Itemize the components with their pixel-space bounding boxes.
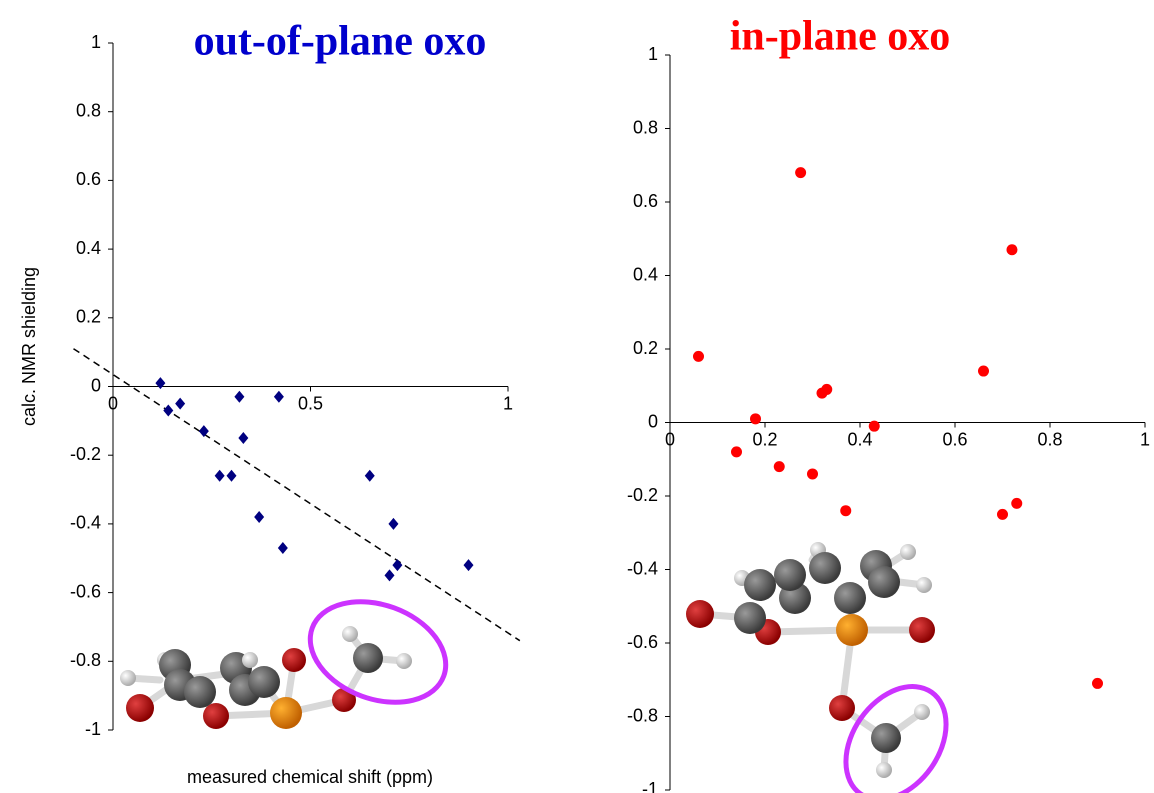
- data-point: [155, 377, 165, 389]
- y-tick-label: -0.6: [627, 632, 658, 652]
- y-tick-label: 0: [648, 411, 658, 431]
- molecule-image: [120, 584, 460, 729]
- y-tick-label: 1: [648, 44, 658, 64]
- page: out-of-plane oxo measured chemical shift …: [0, 0, 1154, 793]
- data-point: [693, 351, 704, 362]
- data-point: [365, 470, 375, 482]
- data-point: [978, 366, 989, 377]
- data-point: [1092, 678, 1103, 689]
- y-tick-label: -0.8: [627, 705, 658, 725]
- data-point: [807, 468, 818, 479]
- data-point: [274, 391, 284, 403]
- y-tick-label: -0.2: [627, 485, 658, 505]
- y-tick-label: 0.8: [633, 117, 658, 137]
- data-point: [750, 413, 761, 424]
- chart-title: out-of-plane oxo: [194, 19, 487, 65]
- data-point: [254, 511, 264, 523]
- x-tick-label: 0.8: [1037, 429, 1062, 449]
- data-point: [392, 559, 402, 571]
- chart-title: in-plane oxo: [730, 14, 951, 60]
- data-point: [795, 167, 806, 178]
- y-axis-label: calc. NMR shielding: [19, 267, 39, 426]
- molecule-image: [686, 542, 967, 793]
- x-axis-label: measured chemical shift (ppm): [187, 767, 433, 787]
- y-tick-label: 0.6: [633, 191, 658, 211]
- data-point: [278, 542, 288, 554]
- y-tick-label: 0.4: [76, 238, 101, 258]
- data-point: [199, 425, 209, 437]
- data-point: [227, 470, 237, 482]
- x-tick-label: 1: [503, 393, 513, 413]
- y-tick-label: -0.6: [70, 581, 101, 601]
- data-point: [163, 405, 173, 417]
- data-point: [215, 470, 225, 482]
- data-point: [821, 384, 832, 395]
- y-tick-label: -0.2: [70, 444, 101, 464]
- y-tick-label: -0.4: [70, 513, 101, 533]
- y-tick-label: 1: [91, 32, 101, 52]
- data-point: [464, 559, 474, 571]
- data-point: [869, 421, 880, 432]
- y-tick-label: 0.6: [76, 169, 101, 189]
- data-point: [175, 398, 185, 410]
- x-tick-label: 0.4: [847, 429, 872, 449]
- data-point: [997, 509, 1008, 520]
- y-tick-label: -1: [85, 719, 101, 739]
- data-point: [840, 505, 851, 516]
- data-point: [234, 391, 244, 403]
- x-tick-label: 0: [108, 393, 118, 413]
- y-tick-label: 0.8: [76, 100, 101, 120]
- y-tick-label: -0.8: [70, 650, 101, 670]
- y-tick-label: 0.4: [633, 264, 658, 284]
- data-point: [385, 569, 395, 581]
- y-tick-label: 0.2: [76, 307, 101, 327]
- x-tick-label: 0.5: [298, 393, 323, 413]
- x-tick-label: 1: [1140, 429, 1150, 449]
- y-tick-label: -0.4: [627, 558, 658, 578]
- data-point: [388, 518, 398, 530]
- x-tick-label: 0.6: [942, 429, 967, 449]
- x-tick-label: 0.2: [752, 429, 777, 449]
- trendline: [74, 349, 520, 641]
- y-tick-label: -1: [642, 779, 658, 793]
- data-point: [731, 446, 742, 457]
- data-point: [1007, 244, 1018, 255]
- data-point: [238, 432, 248, 444]
- y-tick-label: 0: [91, 375, 101, 395]
- data-point: [1011, 498, 1022, 509]
- y-tick-label: 0.2: [633, 338, 658, 358]
- data-point: [774, 461, 785, 472]
- x-tick-label: 0: [665, 429, 675, 449]
